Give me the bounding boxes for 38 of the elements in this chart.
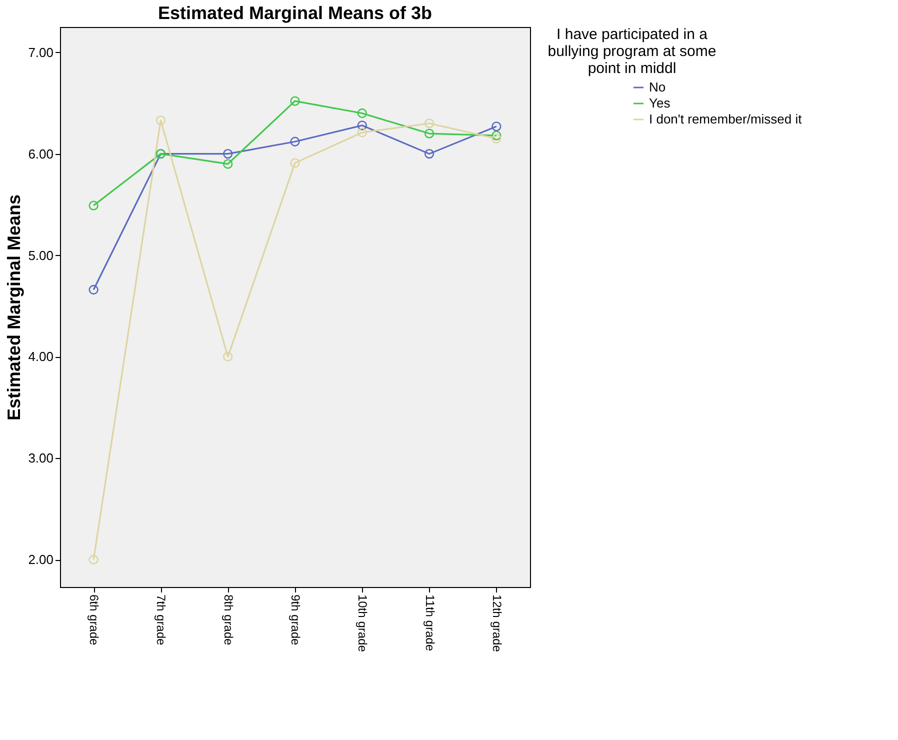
y-tick-label: 4.00 (28, 349, 54, 364)
point (88, 284, 98, 295)
legend-title: I have participated in a bullying program at some point in middl (548, 26, 716, 77)
chart-title: Estimated Marginal Means of 3b (158, 3, 432, 23)
legend-label: Yes (649, 96, 671, 110)
y-tick-label: 7.00 (28, 44, 54, 60)
x-tick-label: 6th grade (87, 594, 102, 646)
x-tick-label: 7th grade (154, 594, 168, 646)
point (424, 148, 434, 159)
point (223, 352, 233, 362)
point (290, 136, 300, 146)
point (88, 554, 98, 564)
x-tick-label: 9th grade (288, 594, 302, 646)
point (424, 128, 434, 138)
x-tick-label: 10th grade (356, 594, 370, 652)
point (223, 159, 233, 169)
y-tick-label: 3.00 (28, 450, 54, 466)
legend-label: I don't remember/missed it (649, 112, 802, 126)
y-axis-title: Estimated Marginal Means (4, 194, 24, 421)
point (88, 200, 98, 210)
x-tick-label: 12th grade (490, 594, 504, 652)
point (156, 116, 166, 126)
y-tick-label: 6.00 (28, 146, 54, 162)
point (357, 108, 367, 118)
point (492, 134, 502, 144)
point (290, 96, 300, 106)
point (424, 118, 434, 128)
point (223, 148, 233, 159)
legend-label: No (649, 80, 666, 94)
point (357, 128, 367, 138)
point (492, 130, 502, 140)
x-tick-label: 11th grade (422, 594, 437, 652)
point (290, 158, 300, 168)
y-tick-label: 5.00 (28, 248, 54, 263)
x-tick-label: 8th grade (221, 594, 236, 646)
point (492, 122, 502, 132)
point (357, 120, 367, 130)
y-tick-label: 2.00 (28, 552, 54, 568)
